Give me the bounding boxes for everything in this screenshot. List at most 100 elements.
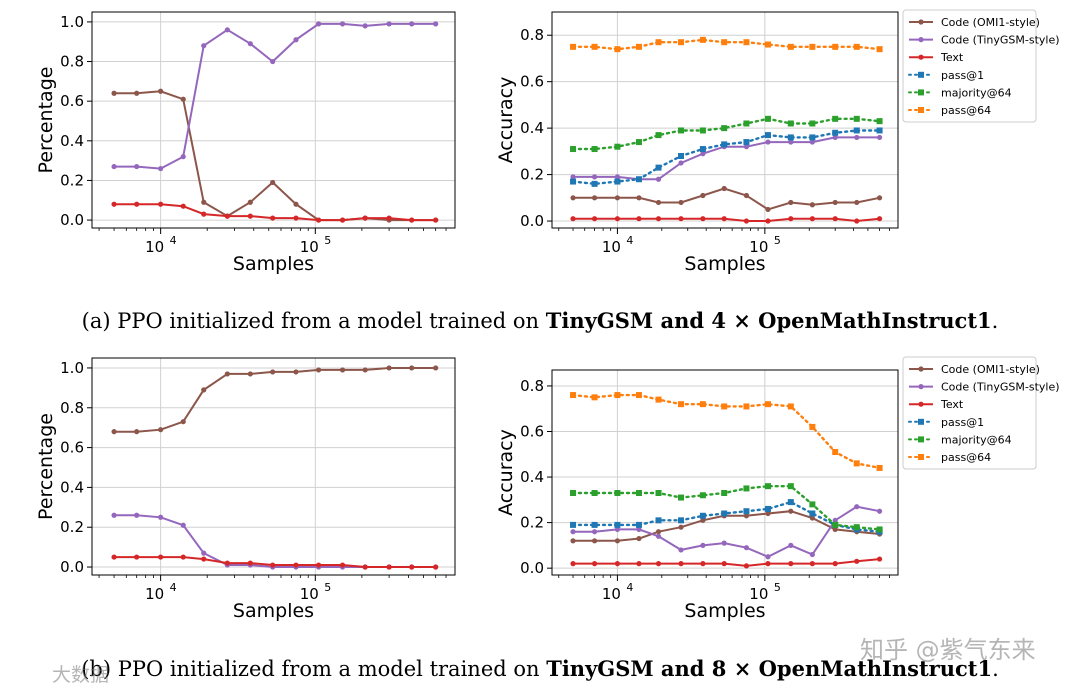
data-point (721, 510, 728, 517)
data-point (635, 43, 642, 50)
data-point (270, 58, 276, 65)
data-point (787, 483, 794, 490)
data-point (201, 556, 207, 562)
data-point (111, 512, 117, 518)
data-point (854, 504, 860, 510)
y-tick-label: 0.0 (520, 212, 544, 230)
data-point (876, 526, 883, 533)
data-point (636, 561, 642, 567)
data-point (247, 41, 253, 47)
data-point (700, 151, 706, 157)
data-point (339, 367, 346, 373)
data-point (614, 174, 621, 180)
caption-a: (a) PPO initialized from a model trained… (81, 308, 999, 333)
data-point (433, 365, 439, 371)
plot-frame (91, 357, 456, 576)
y-tick-label: 0.2 (520, 166, 544, 184)
y-tick-label: 0.8 (60, 399, 84, 417)
data-point (293, 369, 299, 375)
legend-swatch-marker (918, 384, 924, 390)
data-point (765, 218, 771, 224)
data-point (832, 216, 838, 222)
data-point (180, 554, 186, 560)
data-point (270, 369, 276, 375)
plot-area (92, 12, 455, 228)
data-point (876, 195, 883, 201)
legend-entry-label: pass@64 (941, 451, 991, 464)
data-point (678, 153, 685, 159)
series-code-omi1-style (111, 88, 439, 223)
data-point (832, 561, 838, 567)
data-point (591, 180, 598, 187)
x-tick-label: 10 (602, 238, 621, 256)
data-point (224, 560, 230, 566)
x-tick-exponent: 5 (324, 581, 331, 594)
data-point (764, 505, 771, 512)
data-point (765, 139, 771, 145)
data-point (721, 216, 727, 222)
data-point (636, 195, 642, 201)
data-point (832, 129, 839, 136)
data-point (743, 144, 750, 150)
data-point (765, 554, 771, 560)
series-majority-64 (570, 483, 883, 533)
data-point (158, 88, 164, 94)
data-point (743, 218, 750, 224)
data-point (315, 562, 322, 568)
data-point (853, 524, 860, 531)
data-point (614, 46, 621, 53)
legend: Code (OMI1-style) Code (TinyGSM-style) Tex… (902, 356, 1060, 470)
data-point (158, 514, 164, 520)
y-axis-label: Percentage (35, 413, 57, 520)
data-point (788, 542, 794, 548)
data-point (743, 513, 750, 519)
data-point (433, 564, 439, 570)
data-point (655, 176, 662, 182)
data-point (570, 529, 576, 535)
data-point (787, 499, 794, 506)
legend-entry-label: Text (940, 51, 964, 64)
data-point (293, 37, 299, 43)
x-tick-exponent: 4 (170, 581, 177, 594)
data-point (315, 367, 322, 373)
y-tick-label: 0.8 (520, 26, 544, 44)
data-point (570, 146, 577, 153)
x-tick-label: 10 (145, 585, 164, 603)
data-point (570, 195, 576, 201)
data-point (339, 217, 346, 223)
data-point (787, 403, 794, 410)
data-point (409, 365, 415, 371)
data-point (743, 139, 750, 146)
x-tick-exponent: 4 (626, 581, 633, 594)
data-point (111, 90, 117, 96)
x-tick-exponent: 5 (774, 234, 781, 247)
data-point (854, 218, 860, 224)
data-point (699, 492, 706, 499)
data-point (247, 199, 253, 205)
data-point (699, 512, 706, 519)
data-point (678, 216, 684, 222)
data-point (787, 43, 794, 50)
data-point (180, 154, 186, 160)
data-point (655, 529, 662, 535)
data-point (158, 201, 164, 207)
data-point (339, 21, 346, 27)
data-point (614, 490, 621, 496)
data-point (832, 134, 838, 141)
legend-swatch-marker (918, 54, 924, 60)
data-point (362, 564, 368, 570)
data-point (224, 27, 230, 33)
data-point (614, 526, 621, 533)
data-point (678, 494, 685, 501)
y-tick-label: 1.0 (60, 359, 84, 377)
data-point (409, 564, 415, 570)
data-point (224, 213, 230, 219)
data-point (721, 490, 728, 496)
data-point (699, 36, 706, 43)
data-point (362, 23, 368, 29)
data-point (832, 517, 838, 523)
data-point (111, 201, 117, 207)
data-point (743, 508, 750, 515)
data-point (853, 43, 860, 50)
